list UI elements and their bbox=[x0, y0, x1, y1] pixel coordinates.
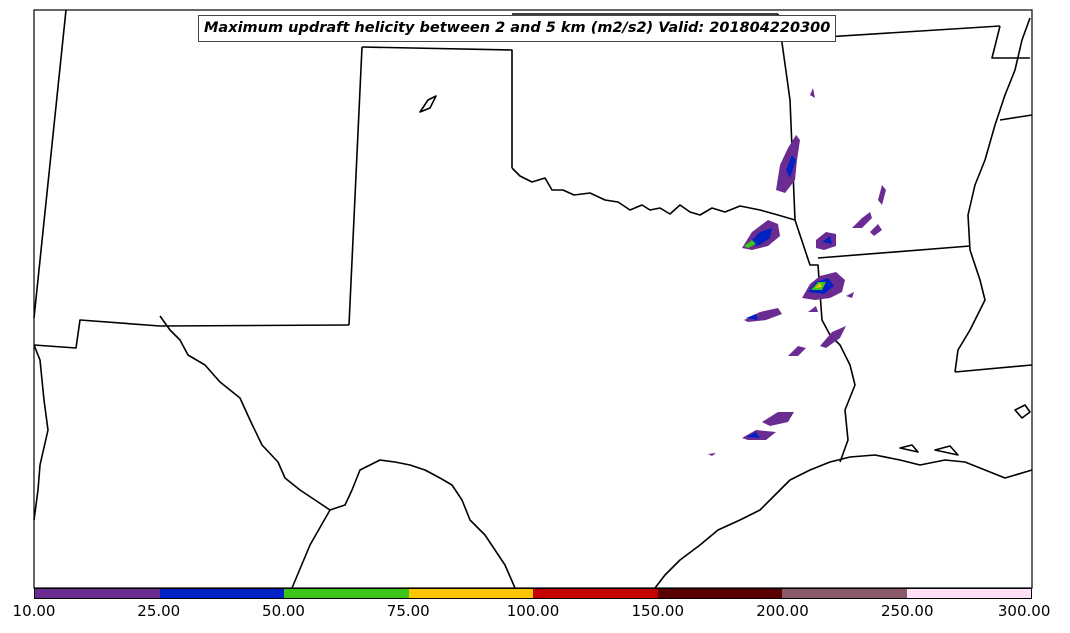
boundary-ms-east bbox=[999, 114, 1033, 121]
colorbar-tick: 25.00 bbox=[137, 602, 181, 620]
swath-east-tx2 bbox=[788, 346, 806, 356]
colorbar-segment-6 bbox=[657, 589, 782, 598]
boundary-mexico-west bbox=[33, 344, 49, 521]
colorbar-tick: 100.00 bbox=[506, 602, 560, 620]
colorbar-tick: 250.00 bbox=[881, 602, 934, 620]
colorbar-segment-3 bbox=[284, 589, 409, 598]
swath-mid-blue bbox=[746, 314, 758, 320]
boundary-co-ok bbox=[361, 46, 513, 168]
colorbar-tick: 50.00 bbox=[262, 602, 305, 620]
swath-ok-north-core bbox=[786, 155, 796, 178]
colorbar-segment-1 bbox=[35, 589, 160, 598]
colorbar-segment-5 bbox=[533, 589, 658, 598]
colorbar-tick: 150.00 bbox=[631, 602, 685, 620]
boundary-nm-west bbox=[33, 9, 67, 319]
colorbar-tick: 10.00 bbox=[12, 602, 56, 620]
swath-redriver-blue bbox=[748, 228, 772, 246]
mississippi-river bbox=[954, 17, 1031, 373]
swath-tiny bbox=[708, 453, 716, 456]
swath-mid-small bbox=[808, 306, 818, 312]
colorbar-tick: 200.00 bbox=[756, 602, 809, 620]
boundary-ar-la bbox=[817, 245, 971, 259]
boundary-chihuahua bbox=[291, 509, 331, 589]
swath-main-small bbox=[846, 292, 854, 298]
colorbar-segment-2 bbox=[159, 589, 284, 598]
swath-ar-1 bbox=[852, 212, 872, 228]
gulf-coast bbox=[654, 454, 1033, 589]
swath-ok-small1 bbox=[810, 88, 815, 98]
swath-main-yellow bbox=[815, 283, 822, 288]
swath-ar-2 bbox=[870, 224, 882, 236]
swath-south1 bbox=[762, 412, 794, 426]
boundary-tx-ar bbox=[794, 219, 856, 463]
map-title: Maximum updraft helicity between 2 and 5… bbox=[198, 15, 837, 42]
swath-ok-small2 bbox=[878, 185, 886, 205]
colorbar bbox=[34, 588, 1032, 599]
colorbar-segment-8 bbox=[906, 589, 1031, 598]
state-boundaries bbox=[33, 9, 1033, 589]
swath-south2-blue bbox=[746, 432, 760, 438]
la-coast-islands bbox=[899, 404, 1031, 456]
colorbar-segment-7 bbox=[782, 589, 907, 598]
helicity-swaths bbox=[708, 88, 886, 456]
rio-grande bbox=[159, 315, 516, 589]
swath-south2 bbox=[742, 430, 776, 440]
swath-east-tx1 bbox=[820, 326, 846, 348]
lake-small bbox=[419, 95, 437, 113]
boundary-nm-tx-north bbox=[348, 46, 363, 326]
colorbar-tick: 300.00 bbox=[997, 602, 1051, 620]
swath-ok-north bbox=[776, 135, 800, 193]
red-river bbox=[511, 167, 796, 221]
boundary-mo-ar bbox=[991, 25, 1030, 59]
map-frame bbox=[33, 9, 1033, 589]
colorbar-tick: 75.00 bbox=[386, 602, 430, 620]
colorbar-segment-4 bbox=[408, 589, 533, 598]
swath-redriver-green bbox=[744, 240, 756, 248]
swath-ar-border-blue bbox=[822, 236, 832, 244]
boundary-nm-tx-south bbox=[33, 319, 350, 349]
boundary-la-ms bbox=[954, 364, 1033, 373]
